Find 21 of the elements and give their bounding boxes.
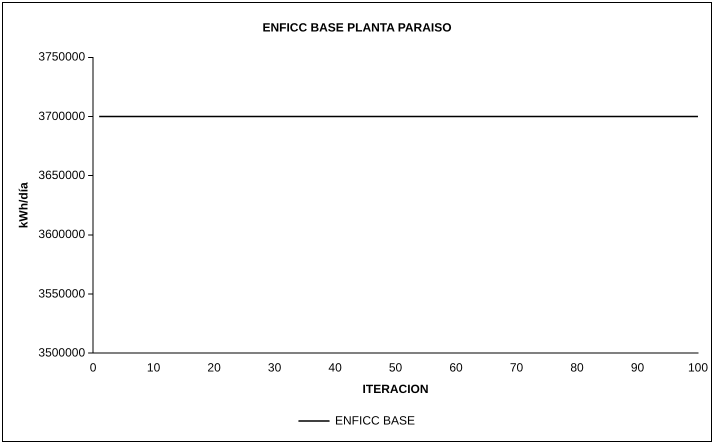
y-tick-label: 3550000 xyxy=(38,286,86,300)
y-tick-label: 3500000 xyxy=(38,346,86,360)
x-tick-label: 60 xyxy=(449,360,464,375)
x-tick-label: 30 xyxy=(268,360,282,375)
legend-label: ENFICC BASE xyxy=(334,413,416,428)
chart-title: ENFICC BASE PLANTA PARAISO xyxy=(262,20,452,35)
x-tick-label: 80 xyxy=(570,360,584,375)
x-tick-label: 70 xyxy=(510,360,524,375)
y-axis-title: kWh/día xyxy=(16,182,31,228)
x-tick-label: 40 xyxy=(328,360,342,375)
y-tick-label: 3650000 xyxy=(38,168,86,182)
x-tick-label: 10 xyxy=(146,360,161,375)
y-tick-label: 3750000 xyxy=(38,50,86,64)
x-tick-label: 20 xyxy=(207,360,222,375)
y-tick-label: 3700000 xyxy=(38,108,86,123)
y-tick-label: 3600000 xyxy=(38,227,86,242)
x-tick-label: 100 xyxy=(688,360,708,375)
x-tick-label: 50 xyxy=(388,360,403,375)
x-tick-label: 0 xyxy=(90,360,97,375)
x-axis-title: ITERACION xyxy=(362,382,429,396)
x-tick-label: 90 xyxy=(630,360,644,375)
